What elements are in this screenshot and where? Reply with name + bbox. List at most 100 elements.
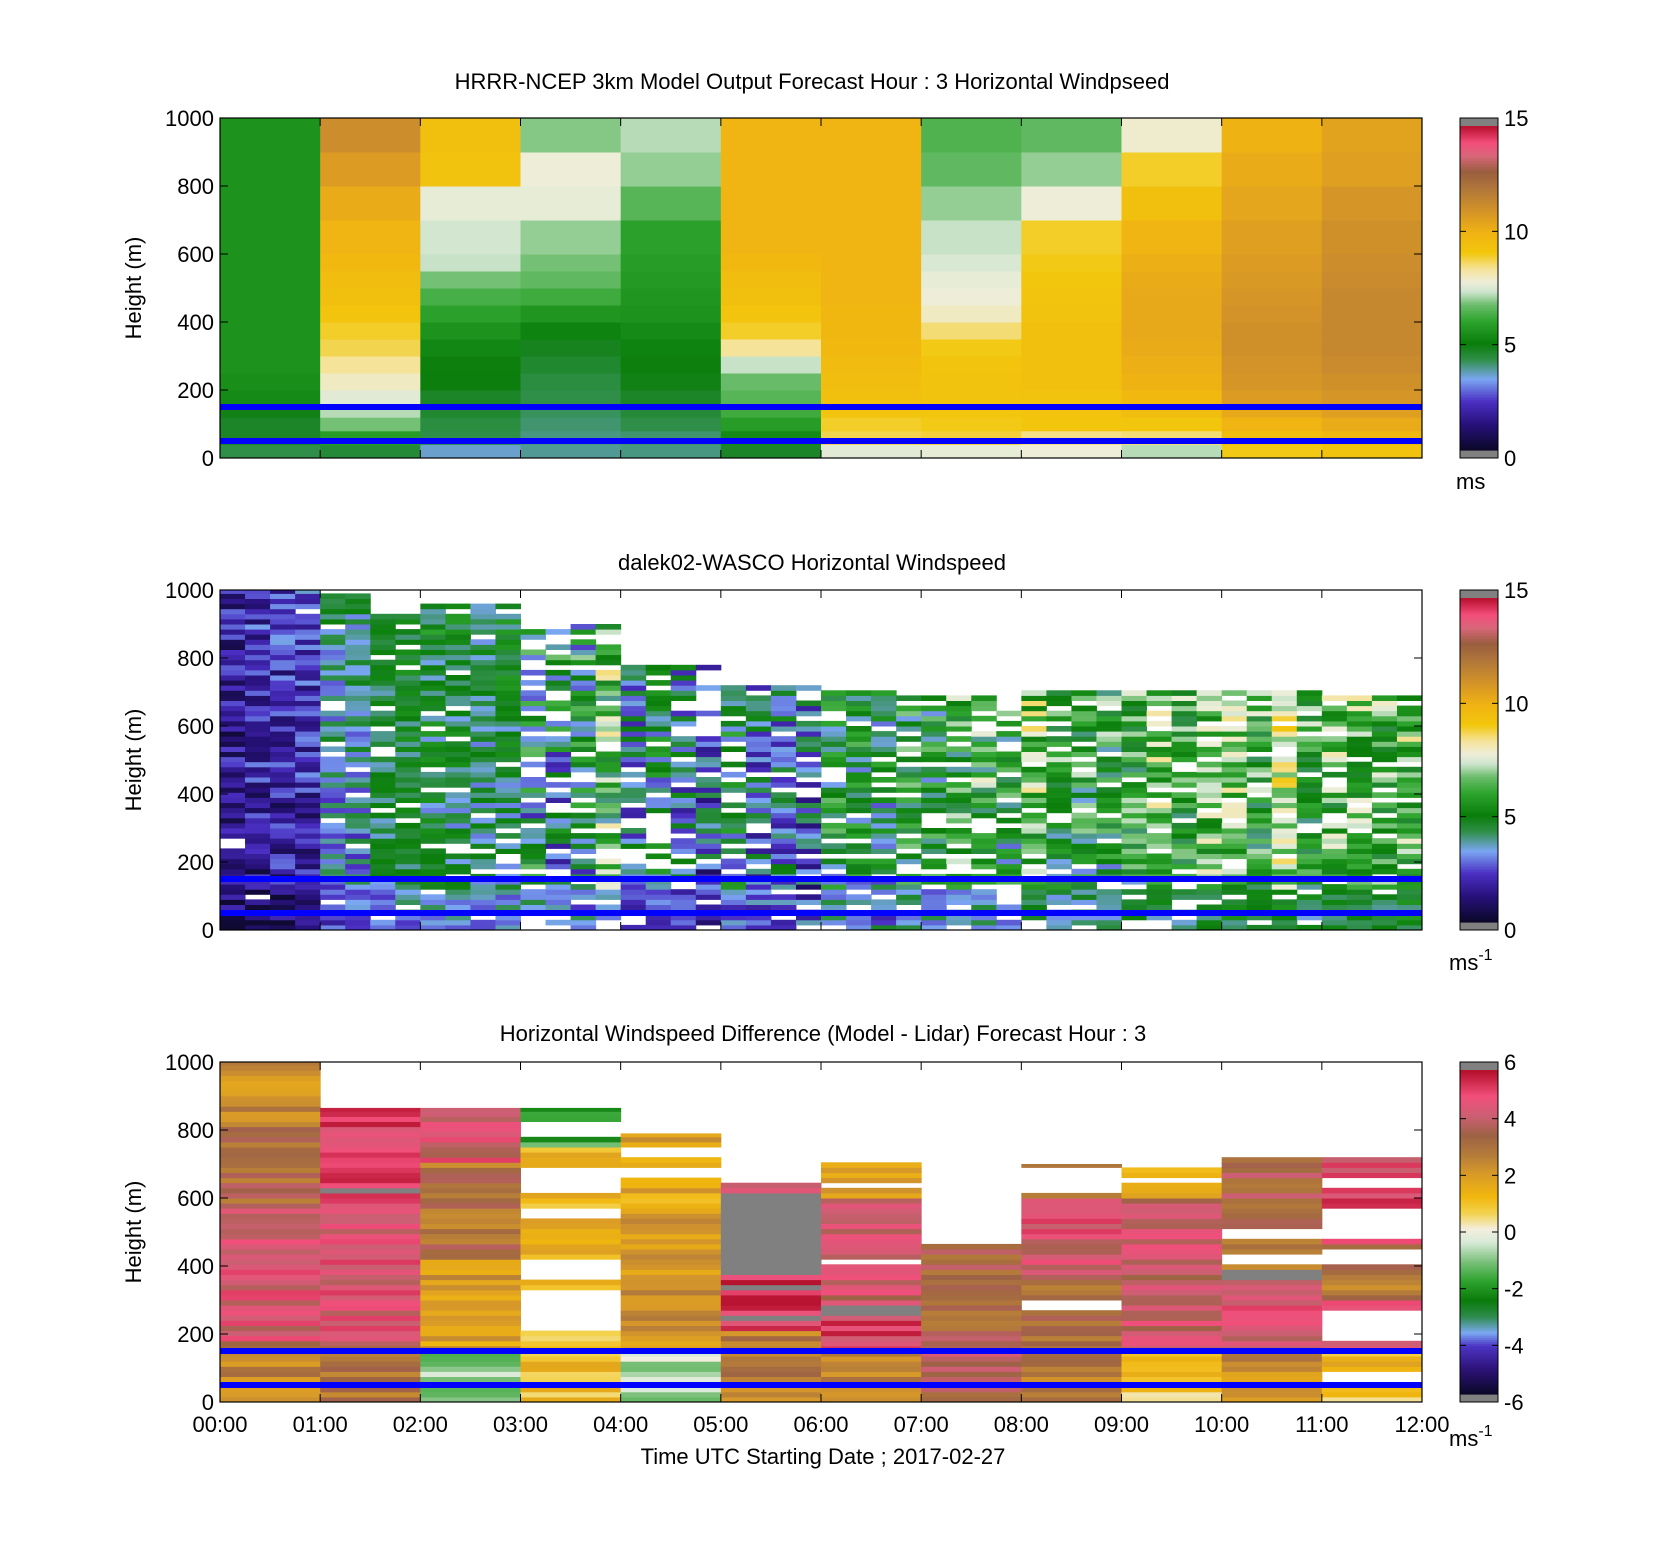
lidar-cell: [1396, 899, 1423, 905]
x-tick-label: 05:00: [693, 1412, 748, 1437]
lidar-cell: [270, 746, 296, 752]
lidar-cell: [345, 817, 371, 824]
lidar-cell: [270, 914, 296, 921]
lidar-cell: [1196, 858, 1223, 865]
difference-cell: [320, 1340, 421, 1347]
lidar-cell: [1246, 843, 1273, 849]
difference-cell: [620, 1396, 722, 1403]
lidar-cell: [445, 634, 471, 640]
lidar-cell: [695, 868, 722, 875]
model-cell: [520, 339, 622, 357]
difference-cell: [821, 1386, 922, 1393]
lidar-cell: [1046, 797, 1072, 803]
colorbar-swatch: [1460, 845, 1498, 848]
lidar-cell: [345, 624, 371, 630]
lidar-cell: [921, 889, 947, 895]
lidar-cell: [1146, 741, 1173, 747]
colorbar-swatch: [1460, 401, 1498, 405]
lidar-cell: [370, 771, 396, 778]
lidar-cell: [495, 843, 521, 849]
difference-cell: [720, 1223, 822, 1230]
model-cell: [420, 118, 521, 153]
lidar-cell: [1146, 894, 1173, 900]
colorbar-swatch: [1460, 1292, 1498, 1296]
lidar-cell: [871, 761, 897, 768]
lidar-cell: [896, 736, 922, 742]
lidar-cell: [1321, 771, 1348, 778]
lidar-cell: [470, 720, 496, 727]
lidar-cell: [470, 715, 496, 722]
lidar-cell: [220, 705, 246, 712]
lidar-cell: [745, 726, 772, 732]
x-tick-label: 12:00: [1394, 1412, 1449, 1437]
x-tick-label: 10:00: [1194, 1412, 1249, 1437]
difference-cell: [720, 1264, 822, 1270]
lidar-cell: [1221, 726, 1248, 732]
difference-cell: [520, 1376, 622, 1383]
lidar-cell: [1171, 777, 1198, 783]
lidar-cell: [795, 761, 822, 768]
colorbar-swatch: [1460, 1122, 1498, 1126]
model-cell: [520, 152, 622, 187]
difference-cell: [1021, 1264, 1122, 1270]
lidar-cell: [395, 914, 421, 921]
lidar-cell: [295, 771, 321, 778]
colorbar-swatch: [1460, 1169, 1498, 1172]
colorbar-swatch: [1460, 364, 1498, 368]
lidar-cell: [1271, 731, 1298, 737]
lidar-cell: [345, 751, 371, 758]
lidar-cell: [245, 858, 271, 865]
difference-cell: [520, 1192, 622, 1199]
lidar-cell: [921, 848, 947, 854]
lidar-cell: [745, 868, 772, 875]
difference-cell: [620, 1243, 722, 1250]
colorbar-swatch: [1460, 662, 1498, 666]
colorbar-swatch: [1460, 1148, 1498, 1152]
colorbar-swatch: [1460, 648, 1498, 652]
lidar-cell: [220, 675, 246, 681]
difference-cell: [220, 1182, 321, 1189]
lidar-cell: [846, 705, 872, 712]
lidar-cell: [345, 782, 371, 788]
colorbar-swatch: [1460, 1070, 1498, 1073]
colorbar-swatch: [1460, 241, 1498, 245]
lidar-cell: [545, 919, 572, 926]
lidar-cell: [670, 675, 697, 681]
difference-cell: [1321, 1187, 1423, 1194]
difference-cell: [1121, 1300, 1223, 1306]
lidar-cell: [1196, 924, 1223, 931]
lidar-cell: [1371, 777, 1398, 783]
difference-cell: [220, 1090, 321, 1097]
lidar-cell: [570, 904, 597, 911]
difference-cell: [1021, 1192, 1122, 1199]
lidar-cell: [320, 746, 346, 752]
difference-cell: [320, 1172, 421, 1179]
difference-cell: [1021, 1269, 1122, 1275]
lidar-cell: [470, 680, 496, 686]
model-cell: [520, 390, 622, 405]
colorbar-swatch: [1460, 824, 1498, 828]
lidar-cell: [871, 833, 897, 839]
lidar-cell: [695, 848, 722, 854]
lidar-cell: [1096, 889, 1122, 895]
model-cell: [1021, 373, 1122, 391]
lidar-cell: [595, 914, 622, 921]
difference-cell: [1221, 1249, 1323, 1255]
difference-cell: [320, 1284, 421, 1291]
difference-cell: [821, 1391, 922, 1398]
lidar-cell: [1196, 914, 1223, 921]
lidar-cell: [996, 863, 1022, 870]
lidar-cell: [1021, 766, 1047, 773]
lidar-cell: [720, 761, 747, 768]
colorbar-swatch: [1460, 1306, 1498, 1310]
colorbar-swatch: [1460, 784, 1498, 787]
lidar-cell: [495, 731, 521, 737]
lidar-cell: [570, 685, 597, 691]
lidar-cell: [1346, 720, 1373, 727]
difference-cell: [420, 1187, 521, 1194]
colorbar-swatch: [1460, 150, 1498, 153]
lidar-cell: [245, 741, 271, 747]
lidar-cell: [821, 833, 847, 839]
colorbar-swatch: [1460, 1347, 1498, 1351]
lidar-cell: [545, 899, 572, 905]
